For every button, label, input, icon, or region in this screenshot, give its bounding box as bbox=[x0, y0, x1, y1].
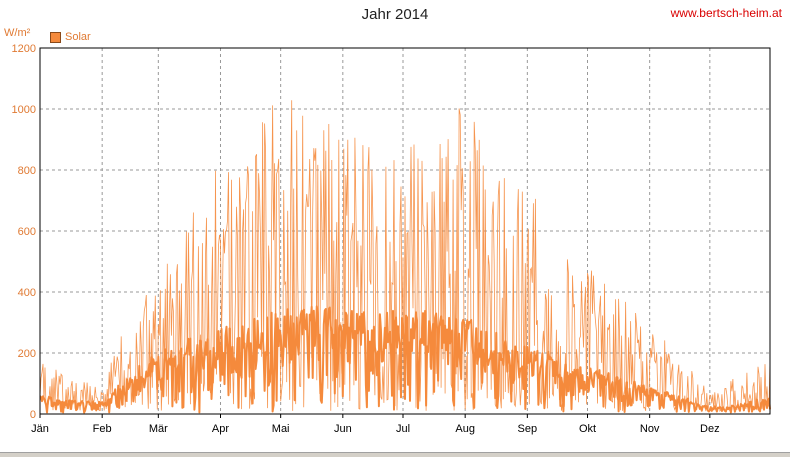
x-tick-label-7: Jul bbox=[396, 423, 410, 435]
x-tick-label-10: Okt bbox=[579, 423, 596, 435]
x-tick-label-6: Jun bbox=[334, 423, 352, 435]
status-bar bbox=[0, 452, 790, 457]
chart-title: Jahr 2014 bbox=[361, 6, 429, 23]
x-tick-label-1: Jän bbox=[31, 423, 49, 435]
plot-frame bbox=[39, 47, 771, 415]
y-tick-label: 600 bbox=[18, 226, 36, 238]
website-label[interactable]: www.bertsch-heim.at bbox=[670, 6, 782, 20]
x-tick-label-11: Nov bbox=[640, 423, 660, 435]
y-tick-label: 1000 bbox=[12, 104, 36, 116]
legend-label-solar: Solar bbox=[65, 31, 91, 43]
x-tick-label-5: Mai bbox=[272, 423, 290, 435]
x-tick-label-8: Aug bbox=[455, 423, 475, 435]
y-tick-label: 400 bbox=[18, 287, 36, 299]
x-tick-label-3: Mär bbox=[149, 423, 168, 435]
x-tick-label-2: Feb bbox=[93, 423, 112, 435]
y-tick-label: 1200 bbox=[12, 43, 36, 55]
series-solar-mean-line bbox=[39, 305, 771, 414]
y-axis-unit: W/m² bbox=[4, 27, 31, 39]
y-tick-label: 0 bbox=[30, 409, 36, 421]
y-tick-label: 200 bbox=[18, 348, 36, 360]
y-tick-label: 800 bbox=[18, 165, 36, 177]
x-tick-label-4: Apr bbox=[212, 423, 229, 435]
x-tick-label-9: Sep bbox=[518, 423, 538, 435]
legend-swatch-solar bbox=[50, 31, 61, 43]
x-tick-label-12: Dez bbox=[700, 423, 720, 435]
legend: Solar bbox=[50, 31, 91, 43]
